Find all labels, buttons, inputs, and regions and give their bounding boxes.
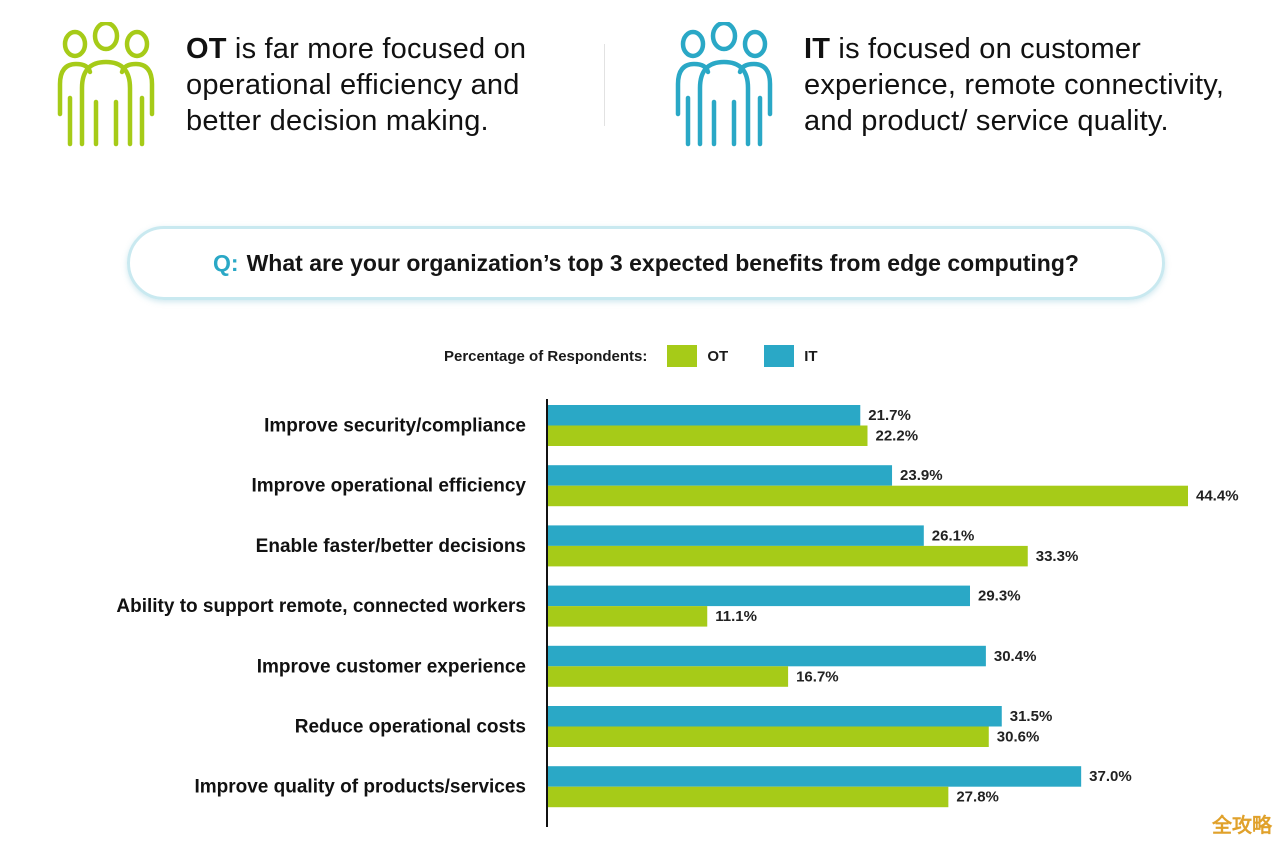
question-prefix: Q: <box>213 249 239 276</box>
data-label-ot: 30.6% <box>997 729 1040 746</box>
bar-ot <box>547 425 868 446</box>
legend-name-it: IT <box>804 347 818 365</box>
data-label-ot: 16.7% <box>796 668 839 685</box>
data-label-it: 37.0% <box>1089 768 1132 785</box>
ot-bold: OT <box>186 33 227 65</box>
bar-ot <box>547 786 949 808</box>
legend-swatch-ot <box>667 345 698 367</box>
watermark: 全攻略 <box>1212 815 1272 837</box>
legend-name-ot: OT <box>707 347 729 365</box>
question-pill: Q: What are your organization’s top 3 ex… <box>127 226 1165 300</box>
bar-it <box>547 585 971 607</box>
bar-ot <box>547 666 789 687</box>
people-group-icon <box>675 22 773 147</box>
bar-it <box>547 405 861 426</box>
category-label: Improve security/compliance <box>264 416 526 437</box>
people-group-icon <box>57 22 155 147</box>
category-label: Improve operational efficiency <box>251 476 526 497</box>
bar-it <box>547 645 986 667</box>
bar-it <box>547 525 924 546</box>
data-label-ot: 27.8% <box>956 789 999 806</box>
bar-ot <box>547 545 1028 567</box>
data-label-it: 23.9% <box>900 467 943 484</box>
bar-it <box>547 706 1002 727</box>
header-divider <box>604 44 605 126</box>
bar-ot <box>547 726 989 747</box>
bar-ot <box>547 606 708 627</box>
data-label-it: 21.7% <box>868 407 911 424</box>
bar-it <box>547 465 893 486</box>
question-text: What are your organization’s top 3 expec… <box>246 249 1079 276</box>
data-label-it: 26.1% <box>932 527 975 544</box>
data-label-it: 31.5% <box>1010 708 1053 725</box>
bar-ot <box>547 485 1188 507</box>
data-label-it: 30.4% <box>994 648 1037 665</box>
it-bold: IT <box>804 33 831 65</box>
legend-swatch-it <box>764 345 795 367</box>
data-label-ot: 22.2% <box>876 428 919 445</box>
it-header-text: IT is focused on customer experience, re… <box>804 33 1225 137</box>
category-label: Enable faster/better decisions <box>256 536 526 557</box>
legend-label: Percentage of Respondents: <box>444 347 648 365</box>
data-label-it: 29.3% <box>978 588 1021 605</box>
category-label: Reduce operational costs <box>295 717 526 738</box>
data-label-ot: 44.4% <box>1196 488 1239 505</box>
category-label: Improve quality of products/services <box>194 777 526 798</box>
data-label-ot: 33.3% <box>1036 548 1079 565</box>
chart-legend: Percentage of Respondents: OT IT <box>444 344 854 368</box>
category-label: Ability to support remote, connected wor… <box>116 596 526 617</box>
category-label: Improve customer experience <box>257 656 526 677</box>
bar-it <box>547 766 1082 787</box>
data-label-ot: 11.1% <box>715 608 757 625</box>
ot-header-text: OT is far more focused on operational ef… <box>186 33 527 137</box>
